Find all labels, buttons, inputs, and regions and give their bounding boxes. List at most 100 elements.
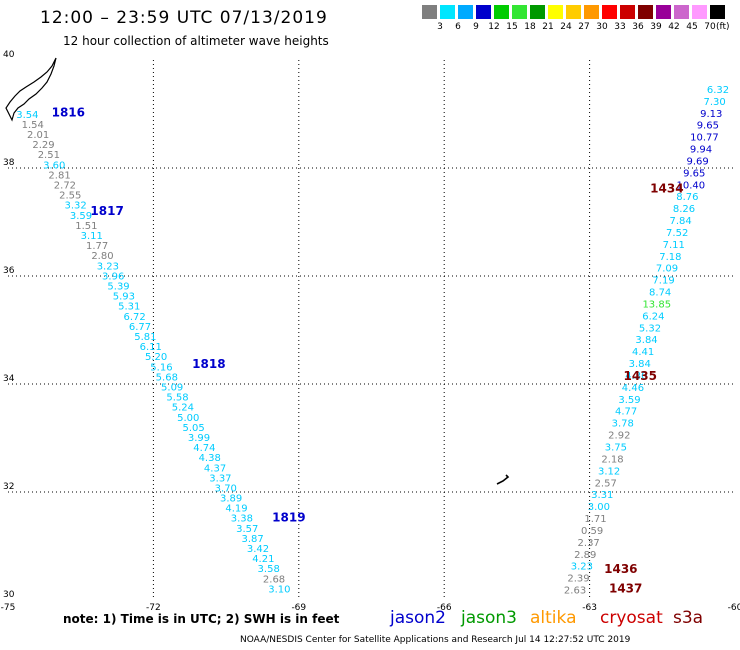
wave-height-value: 10.77 (690, 133, 719, 144)
y-tick-label: 30 (3, 590, 15, 600)
wave-height-value: 3.59 (70, 211, 92, 222)
wave-height-value: 2.18 (601, 454, 623, 465)
wave-height-value: 2.39 (567, 574, 589, 585)
wave-height-value: 2.51 (38, 150, 60, 161)
y-tick-label: 32 (3, 482, 14, 492)
wave-height-value: 3.38 (231, 514, 253, 525)
x-tick-label: -66 (437, 603, 452, 613)
wave-height-value: 7.11 (663, 240, 685, 251)
colorbar-swatch (512, 5, 527, 19)
colorbar-tick: 18 (524, 22, 536, 32)
y-tick-label: 38 (3, 158, 15, 168)
colorbar-tick: 39 (650, 22, 662, 32)
wave-height-value: 5.68 (156, 372, 178, 383)
wave-height-value: 3.60 (43, 160, 65, 171)
colorbar-tick: 15 (506, 22, 518, 32)
wave-height-value: 2.92 (608, 431, 630, 442)
wave-height-value: 4.19 (225, 504, 247, 515)
colorbar-swatch (476, 5, 491, 19)
wave-height-value: 2.80 (91, 251, 113, 262)
wave-height-value: 8.74 (649, 288, 671, 299)
wave-height-value: 1.71 (584, 514, 606, 525)
wave-height-value: 3.23 (571, 562, 593, 573)
wave-height-value: 4.41 (632, 347, 654, 358)
wave-height-value: 7.09 (656, 264, 678, 275)
colorbar-swatch (548, 5, 563, 19)
wave-height-value: 5.16 (150, 362, 172, 373)
wave-height-value: 6.77 (129, 322, 151, 333)
wave-height-value: 4.21 (252, 554, 274, 565)
legend-altika: altika (530, 608, 577, 628)
wave-height-value: 4.37 (204, 463, 226, 474)
wave-height-value: 0.59 (581, 526, 603, 537)
pass-time-label: 1435 (624, 369, 657, 383)
wave-height-value: 2.01 (27, 130, 49, 141)
colorbar-tick: 27 (578, 22, 590, 32)
wave-height-value: 3.58 (258, 564, 280, 575)
colorbar-swatch (692, 5, 707, 19)
colorbar-tick: 6 (455, 22, 461, 32)
x-tick-label: -72 (146, 603, 161, 613)
wave-height-value: 2.55 (59, 191, 81, 202)
wave-height-value: 6.24 (642, 311, 664, 322)
wave-height-value: 9.94 (690, 145, 712, 156)
wave-height-value: 5.20 (145, 352, 167, 363)
wave-height-value: 3.59 (618, 395, 640, 406)
colorbar-swatch (602, 5, 617, 19)
wave-height-value: 2.37 (578, 538, 600, 549)
wave-height-value: 7.84 (669, 216, 691, 227)
wave-height-value: 9.69 (686, 156, 708, 167)
legend-cryosat: cryosat (600, 608, 663, 628)
x-tick-label: -69 (291, 603, 306, 613)
wave-height-value: 5.24 (172, 403, 194, 414)
colorbar-swatch (440, 5, 455, 19)
wave-height-value: 2.68 (263, 574, 285, 585)
legend-jason2: jason2 (390, 608, 446, 628)
wave-height-value: 4.77 (615, 407, 637, 418)
x-tick-label: -60 (728, 603, 740, 613)
wave-height-value: 3.42 (247, 544, 269, 555)
colorbar-tick: 24 (560, 22, 572, 32)
x-tick-label: -75 (1, 603, 16, 613)
wave-height-value: 3.31 (591, 490, 613, 501)
wave-height-value: 7.52 (666, 228, 688, 239)
wave-height-value: 3.00 (588, 502, 610, 513)
wave-height-value: 5.05 (182, 423, 204, 434)
wave-height-value: 2.29 (32, 140, 54, 151)
wave-height-value: 3.57 (236, 524, 258, 535)
colorbar-swatch (584, 5, 599, 19)
island-shape (496, 474, 510, 485)
wave-height-value: 3.23 (97, 261, 119, 272)
y-tick-label: 40 (3, 50, 15, 60)
wave-height-value: 5.00 (177, 413, 199, 424)
pass-time-label: 1817 (90, 204, 123, 218)
wave-height-value: 6.32 (707, 85, 729, 96)
colorbar-swatch (458, 5, 473, 19)
wave-height-value: 5.39 (107, 281, 129, 292)
wave-height-value: 5.31 (118, 302, 140, 313)
colorbar-tick: 70 (704, 22, 716, 32)
legend-s3a: s3a (673, 608, 704, 628)
x-tick-label: -63 (582, 603, 597, 613)
wave-height-value: 3.75 (605, 442, 627, 453)
colorbar-swatch (674, 5, 689, 19)
wave-height-value: 9.65 (697, 121, 719, 132)
wave-height-value: 1.77 (86, 241, 108, 252)
wave-height-value: 3.37 (209, 473, 231, 484)
coastline-shape (5, 57, 57, 122)
colorbar-tick: 21 (542, 22, 554, 32)
colorbar-swatch (530, 5, 545, 19)
wave-height-value: 7.19 (652, 276, 674, 287)
wave-height-value: 4.30 (625, 371, 647, 382)
wave-height-value: 4.46 (622, 383, 644, 394)
wave-height-value: 3.10 (268, 584, 290, 595)
legend-jason3: jason3 (461, 608, 517, 628)
credit-line: NOAA/NESDIS Center for Satellite Applica… (240, 635, 631, 645)
colorbar-swatch (656, 5, 671, 19)
pass-time-label: 1437 (609, 581, 642, 595)
wave-height-value: 2.72 (54, 180, 76, 191)
wave-height-value: 6.11 (140, 342, 162, 353)
wave-height-value: 10.40 (676, 180, 705, 191)
wave-height-value: 2.57 (595, 478, 617, 489)
